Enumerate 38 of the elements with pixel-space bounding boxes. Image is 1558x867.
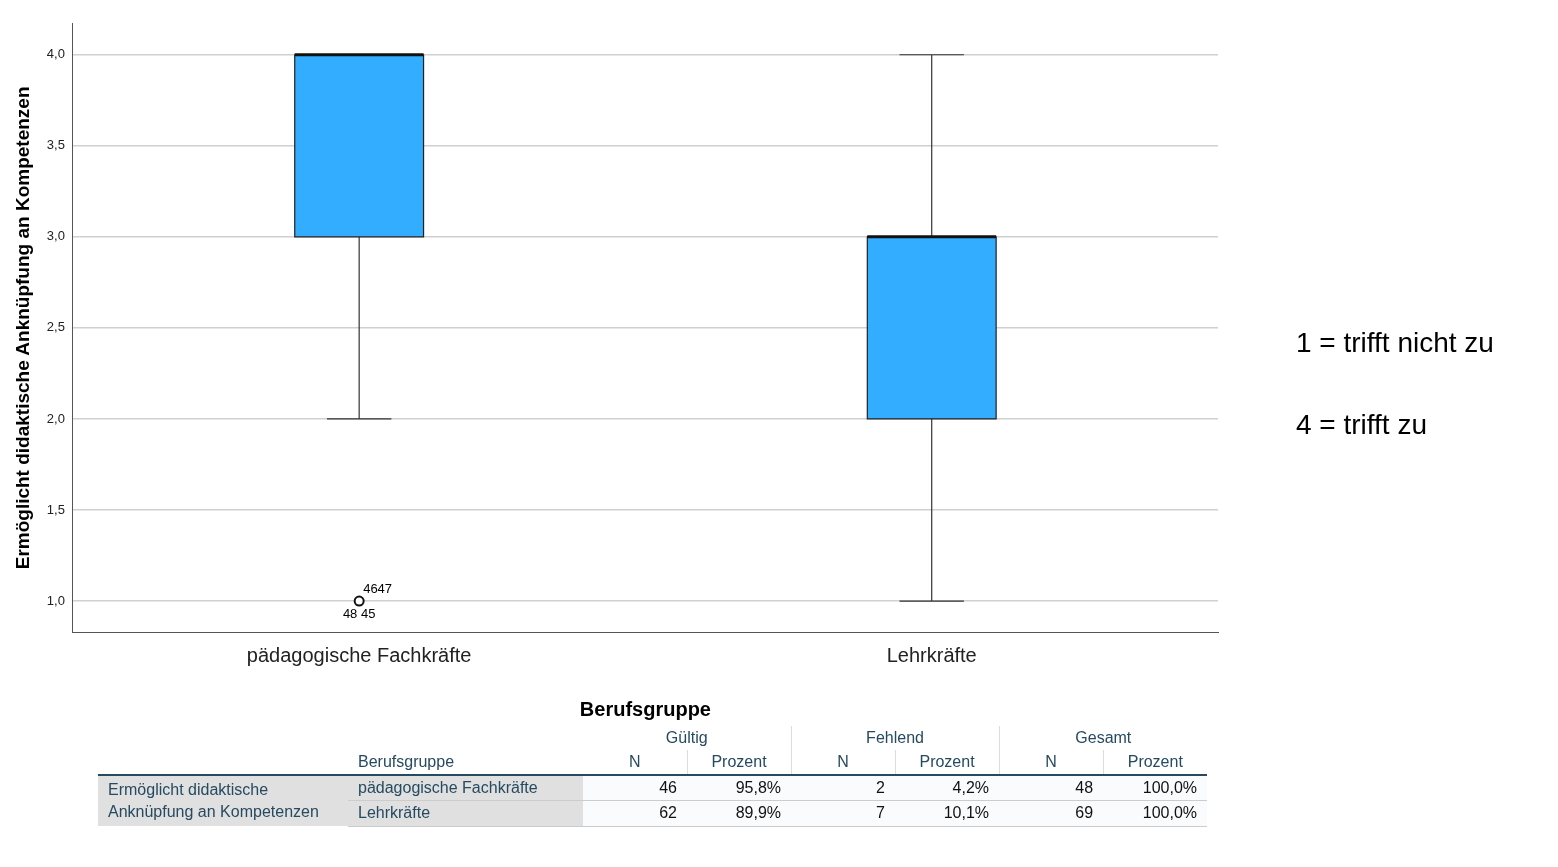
text: 95,8% — [687, 775, 792, 801]
text: 10,1% — [895, 800, 1000, 826]
text: 4 = trifft zu — [1296, 408, 1427, 440]
y-tick-label: 1,5 — [46, 501, 65, 517]
text: 48 — [999, 775, 1104, 801]
annotation: 4647 — [363, 581, 393, 597]
text: 100,0% — [1103, 800, 1208, 826]
y-tick-label: 3,0 — [46, 228, 65, 244]
text: N — [627, 752, 642, 772]
text: Prozent — [687, 750, 792, 775]
text: pädagogische Fachkräfte — [348, 775, 583, 801]
y-tick-label: 3,5 — [46, 137, 65, 153]
y-tick-label: 2,0 — [46, 410, 65, 426]
y-tick-label: 2,5 — [46, 319, 65, 335]
text: Berufsgruppe — [357, 752, 456, 772]
text: Ermöglicht didaktische Anknüpfung an Kompetenzen — [98, 775, 348, 826]
text: 2 — [791, 775, 896, 801]
y-tick-label: 1,0 — [46, 592, 65, 608]
text: N — [791, 750, 896, 775]
text: 89,9% — [687, 800, 792, 826]
annotation: 48 45 — [342, 606, 376, 622]
text: N — [999, 750, 1104, 775]
text: 100,0% — [1103, 775, 1208, 801]
text: 1 = trifft nicht zu — [1296, 326, 1494, 358]
text: Lehrkräfte — [348, 800, 583, 826]
text: 69 — [999, 800, 1104, 826]
x-axis-title: Berufsgruppe — [579, 697, 711, 720]
text: 62 — [583, 800, 687, 826]
y-axis-title: Ermöglicht didaktische Anknüpfung an Kompetenzen — [11, 86, 33, 570]
text: Gültig — [664, 728, 709, 748]
text: 46 — [583, 775, 687, 801]
text: Fehlend — [791, 726, 1000, 750]
text: Prozent — [895, 750, 1000, 775]
y-tick-label: 4,0 — [46, 46, 65, 62]
text: 4,2% — [895, 775, 1000, 801]
text: Prozent — [1103, 750, 1208, 775]
text: Gesamt — [999, 726, 1208, 750]
text: 7 — [791, 800, 896, 826]
